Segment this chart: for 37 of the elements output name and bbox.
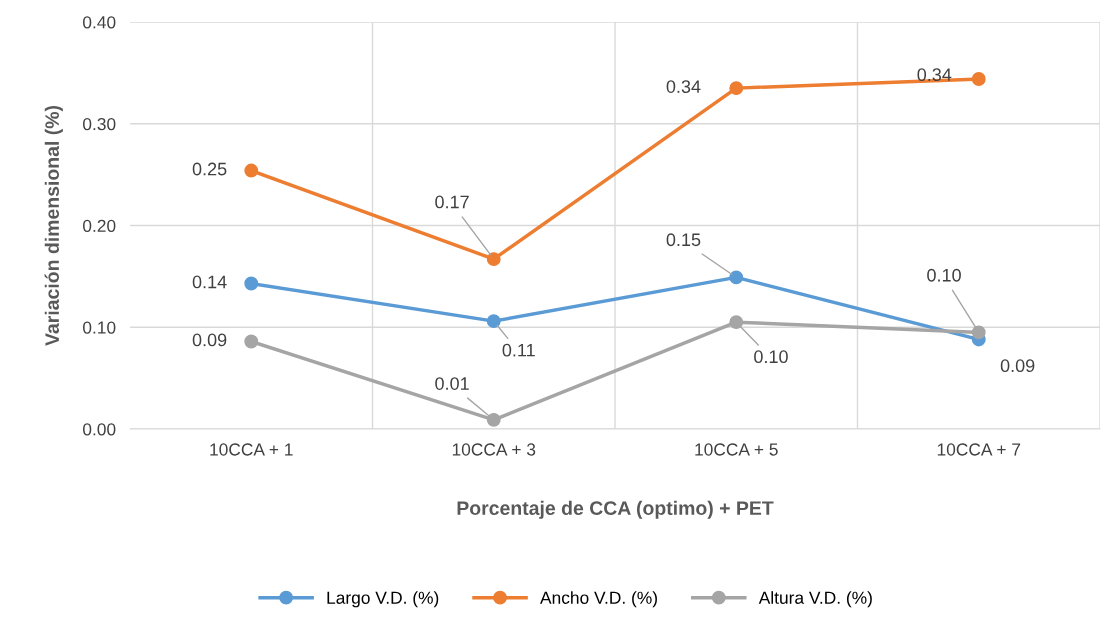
point — [729, 81, 744, 96]
point — [486, 412, 501, 427]
data-label: 0.34 — [666, 80, 701, 93]
data-label: 0.25 — [192, 162, 227, 176]
point — [971, 72, 986, 86]
y-tick-label: 0.30 — [83, 117, 116, 131]
point — [244, 276, 259, 291]
data-label: 0.11 — [502, 343, 535, 357]
point — [486, 252, 501, 267]
data-label: 0.34 — [917, 68, 952, 82]
x-tick-label: 10CCA + 5 — [695, 443, 778, 456]
point — [244, 163, 259, 178]
data-label: 0.14 — [192, 275, 227, 289]
data-label: 0.15 — [666, 233, 701, 247]
point — [729, 270, 744, 285]
point — [971, 325, 986, 340]
data-label: 0.09 — [1000, 359, 1035, 373]
x-axis-title: Porcentaje de CCA (optimo) + PET — [457, 500, 774, 519]
data-label: 0.10 — [754, 350, 788, 364]
y-axis-title: Variación dimensional (%) — [44, 105, 63, 346]
data-label: 0.09 — [192, 333, 227, 347]
y-tick-label: 0.10 — [83, 321, 116, 334]
point — [244, 334, 259, 349]
x-tick-label: 10CCA + 7 — [937, 443, 1021, 456]
data-label: 0.01 — [435, 377, 469, 390]
x-tick-label: 10CCA + 1 — [210, 443, 293, 456]
data-label: 0.10 — [927, 268, 961, 282]
legend-label: Largo V.D. (%) — [327, 591, 439, 608]
data-label: 0.17 — [435, 195, 469, 209]
y-tick-label: 0.20 — [83, 219, 116, 232]
legend-label: Altura V.D. (%) — [758, 591, 872, 608]
y-tick-label: 0.40 — [83, 16, 116, 29]
x-tick-label: 10CCA + 3 — [452, 443, 536, 456]
y-tick-label: 0.00 — [83, 423, 116, 436]
legend-label: Ancho V.D. (%) — [540, 591, 657, 608]
point — [729, 315, 744, 330]
point — [486, 314, 501, 329]
